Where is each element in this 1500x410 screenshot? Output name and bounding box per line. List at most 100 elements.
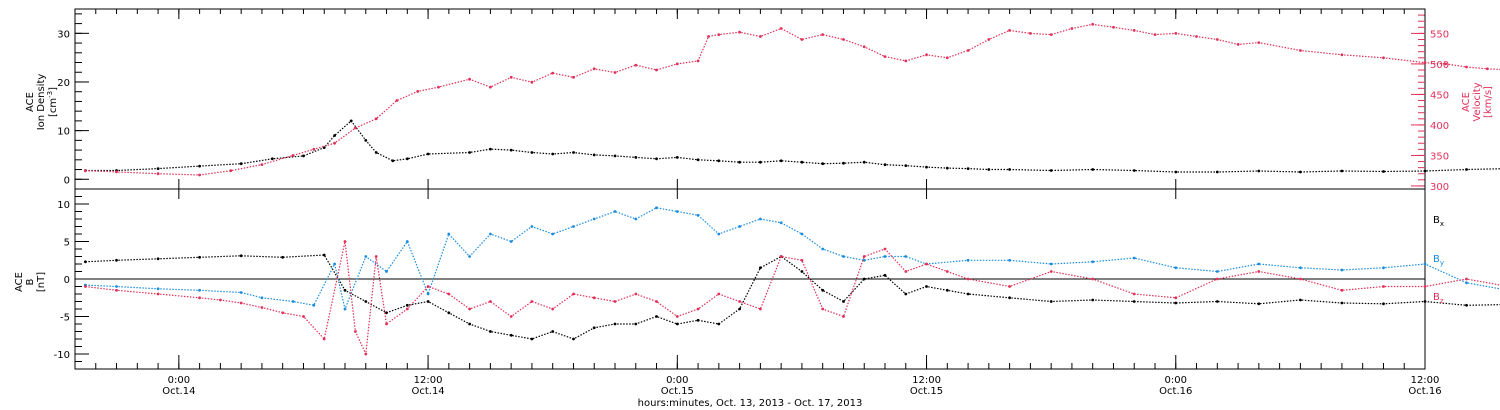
- legend-bz: Bz: [1433, 292, 1444, 305]
- bz-line: [85, 241, 1500, 357]
- x-tick-time: 12:00: [414, 375, 443, 386]
- ion-density-point: [779, 159, 783, 163]
- ion-density-point: [904, 164, 908, 168]
- bottom-left-axis-label-line3: [nT]: [36, 272, 47, 292]
- bz-point: [738, 300, 741, 303]
- velocity-point: [842, 38, 845, 41]
- bz-point: [405, 307, 409, 311]
- by-point: [115, 285, 118, 288]
- bx-point: [489, 330, 492, 333]
- ion-density-point: [1340, 169, 1344, 173]
- bz-point: [115, 288, 118, 292]
- top-right-axis-label-line3: [km/s]: [1483, 86, 1494, 118]
- bx-point: [1382, 302, 1385, 306]
- legend-bz-main: B: [1433, 292, 1440, 303]
- ion-density-point: [1215, 170, 1219, 174]
- velocity-point: [759, 35, 762, 38]
- bx-point: [862, 277, 866, 281]
- top-right-tick-label: 550: [1430, 29, 1449, 40]
- ion-density-point: [1257, 169, 1261, 173]
- ion-density-point: [333, 134, 336, 137]
- x-tick-date: Oct.16: [1159, 386, 1192, 397]
- velocity-point: [156, 172, 160, 176]
- bz-point: [354, 330, 357, 333]
- ion-density-point: [759, 160, 762, 164]
- bz-point: [281, 311, 285, 315]
- velocity-point: [198, 173, 202, 177]
- velocity-point: [1236, 43, 1240, 46]
- by-point: [904, 255, 908, 258]
- by-point: [1132, 256, 1136, 260]
- by-point: [1382, 266, 1385, 270]
- by-point: [1299, 266, 1302, 270]
- ion-density-point: [551, 152, 555, 156]
- velocity-point: [395, 99, 399, 102]
- velocity-point: [707, 35, 710, 38]
- x-tick-date: Oct.16: [1408, 386, 1441, 397]
- bx-point: [800, 270, 804, 273]
- velocity-point: [904, 59, 908, 63]
- bz-point: [821, 307, 825, 311]
- by-point: [779, 221, 783, 225]
- bx-point: [364, 300, 368, 303]
- by-point: [800, 232, 804, 236]
- by-point: [343, 307, 347, 311]
- ion-density-point: [198, 164, 202, 168]
- by-point: [156, 287, 160, 291]
- bottom-left-axis-label: ACE B [nT]: [14, 272, 47, 292]
- velocity-point: [115, 170, 118, 174]
- bz-point: [1299, 277, 1302, 281]
- ion-density-point: [862, 160, 866, 164]
- by-point: [1215, 270, 1219, 273]
- ion-density-point: [374, 151, 378, 154]
- by-point: [842, 255, 845, 258]
- velocity-point: [634, 63, 638, 67]
- by-point: [738, 225, 741, 228]
- velocity-point: [1008, 29, 1011, 32]
- bx-point: [1465, 303, 1468, 307]
- bz-point: [219, 298, 222, 302]
- bz-point: [426, 285, 430, 288]
- x-tick-date: Oct.14: [411, 386, 444, 397]
- legend-bx-main: B: [1433, 215, 1440, 226]
- bz-point: [239, 301, 243, 305]
- bz-point: [1423, 285, 1427, 288]
- bz-point: [385, 322, 388, 326]
- ion-density-point: [322, 146, 326, 150]
- velocity-point: [1070, 27, 1074, 30]
- by-point: [551, 232, 555, 236]
- top-data-points: [84, 22, 1500, 177]
- top-right-axis-label-line2: Velocity: [1472, 82, 1483, 121]
- by-point: [1257, 262, 1261, 266]
- bz-point: [198, 296, 202, 300]
- velocity-point: [925, 53, 928, 57]
- by-point: [696, 213, 700, 217]
- by-point: [260, 296, 264, 300]
- by-point: [333, 262, 336, 266]
- bx-point: [322, 253, 326, 257]
- bx-point: [1423, 300, 1427, 303]
- bx-line: [85, 254, 1500, 340]
- by-point: [1091, 260, 1095, 264]
- by-point: [634, 217, 638, 221]
- by-point: [530, 225, 534, 228]
- ion-density-point: [509, 148, 513, 152]
- bx-point: [613, 322, 617, 326]
- bottom-ticks: -10 -5 0 5 10: [54, 200, 89, 361]
- ion-density-point: [1008, 168, 1011, 171]
- density-unit-exponent: -3: [46, 91, 54, 98]
- ion-density-point: [675, 156, 679, 159]
- bz-point: [489, 300, 492, 303]
- velocity-point: [696, 59, 700, 63]
- bz-point: [717, 292, 721, 296]
- ion-density-point: [842, 161, 845, 165]
- top-left-axis-label-line2: Ion Density: [36, 74, 47, 131]
- bz-point: [1174, 296, 1178, 300]
- by-point: [385, 270, 388, 273]
- bz-point: [1340, 288, 1344, 292]
- bx-point: [530, 337, 534, 341]
- ion-density-point: [966, 167, 970, 171]
- legend-by-sub: y: [1440, 259, 1444, 267]
- bz-point: [468, 307, 471, 311]
